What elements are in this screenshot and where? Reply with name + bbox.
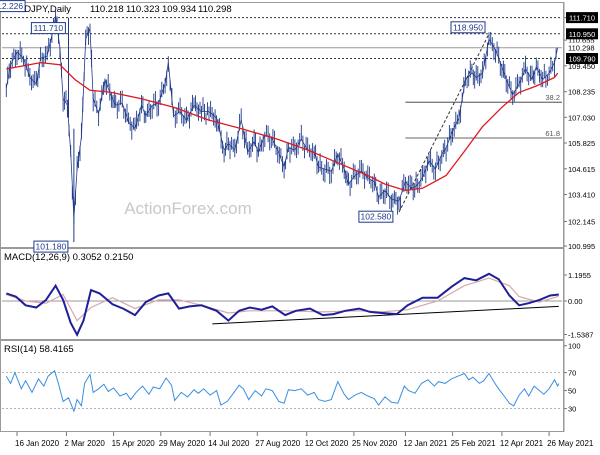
y-tick-label: 107.030 bbox=[568, 113, 595, 122]
macd-panel: 1.1955 0.00 -1.5387 bbox=[2, 271, 593, 340]
dashed-trendline bbox=[398, 33, 490, 213]
price-panel: 38.2 61.8 112.226 111.710 101.180 102.580 118.… bbox=[0, 0, 598, 253]
value-badge bbox=[566, 12, 598, 24]
x-tick-label: 12 Oct 2020 bbox=[305, 439, 349, 448]
current-price-badge bbox=[566, 42, 598, 53]
x-tick-label: 2 Mar 2020 bbox=[64, 439, 105, 448]
value-badge-label: 111.710 bbox=[569, 14, 595, 23]
y-tick-label: 100.995 bbox=[568, 242, 595, 251]
y-tick-label: 50 bbox=[568, 387, 576, 396]
y-tick-label: 103.410 bbox=[568, 191, 595, 200]
macd-title: MACD(12,26,9) 0.3052 0.2150 bbox=[4, 252, 133, 263]
annotation-label: 101.180 bbox=[36, 242, 67, 252]
value-badge bbox=[566, 28, 598, 40]
x-tick-label: 27 Aug 2020 bbox=[255, 439, 300, 448]
x-tick-label: 12 Apr 2021 bbox=[500, 439, 544, 448]
y-tick-label: 0.00 bbox=[568, 297, 583, 306]
annotation-label: 102.580 bbox=[361, 212, 392, 222]
x-tick-label: 25 Nov 2020 bbox=[352, 439, 398, 448]
x-tick-label: 25 Feb 2021 bbox=[451, 439, 496, 448]
x-tick-label: 14 Jul 2020 bbox=[208, 439, 250, 448]
y-tick-label: 105.825 bbox=[568, 139, 595, 148]
x-tick-label: 15 Apr 2020 bbox=[112, 439, 156, 448]
y-tick-label: 30 bbox=[568, 405, 576, 414]
y-tick-label: 109.450 bbox=[568, 62, 595, 71]
rsi-panel: 100 70 50 30 bbox=[2, 342, 581, 414]
x-tick-label: 26 May 2021 bbox=[547, 439, 594, 448]
y-tick-label: 70 bbox=[568, 369, 576, 378]
symbol-label: USDJPY,Daily bbox=[11, 4, 71, 15]
macd-signal-line bbox=[6, 277, 559, 322]
annotation-box bbox=[450, 21, 486, 34]
watermark: ActionForex.com bbox=[124, 199, 252, 218]
y-tick-label: 108.235 bbox=[568, 88, 595, 97]
y-tick-label: 104.615 bbox=[568, 165, 595, 174]
ohlc-high: 110.323 bbox=[126, 4, 160, 15]
moving-average-line bbox=[6, 61, 559, 192]
y-tick-label: 1.1955 bbox=[568, 271, 591, 280]
annotation-label: 112.226 bbox=[0, 1, 23, 11]
macd-line bbox=[5, 272, 559, 337]
current-price-label: 110.298 bbox=[568, 44, 595, 53]
value-badge-label: 109.790 bbox=[568, 55, 595, 64]
annotation-box bbox=[358, 210, 394, 223]
rsi-title: RSI(14) 58.4165 bbox=[4, 344, 74, 355]
y-tick-label: -1.5387 bbox=[568, 331, 593, 340]
fib-label: 61.8 bbox=[545, 129, 560, 138]
x-tick-label: 12 Jan 2021 bbox=[403, 439, 448, 448]
ohlc-close: 110.298 bbox=[198, 4, 232, 15]
annotation-label: 111.710 bbox=[34, 23, 64, 33]
y-tick-label: 110.655 bbox=[568, 36, 595, 45]
annotation-box bbox=[0, 0, 26, 13]
x-tick-label: 29 May 2020 bbox=[159, 439, 206, 448]
ohlc-open: 110.218 bbox=[90, 4, 124, 15]
y-tick-label: 100 bbox=[568, 342, 581, 351]
x-axis: 16 Jan 2020 2 Mar 2020 15 Apr 2020 29 May 2… bbox=[15, 432, 594, 448]
annotation-label: 118.950 bbox=[453, 22, 483, 32]
macd-trendline bbox=[212, 305, 559, 325]
x-tick-label: 16 Jan 2020 bbox=[15, 439, 60, 448]
value-badge-label: 110.950 bbox=[569, 30, 596, 39]
annotation-box bbox=[33, 240, 69, 253]
y-tick-label: 102.145 bbox=[568, 218, 595, 227]
rsi-line bbox=[5, 369, 560, 413]
value-badge bbox=[566, 53, 598, 64]
annotation-box bbox=[30, 22, 66, 35]
ohlc-low: 109.934 bbox=[162, 4, 196, 15]
fib-label: 38.2 bbox=[545, 93, 560, 102]
